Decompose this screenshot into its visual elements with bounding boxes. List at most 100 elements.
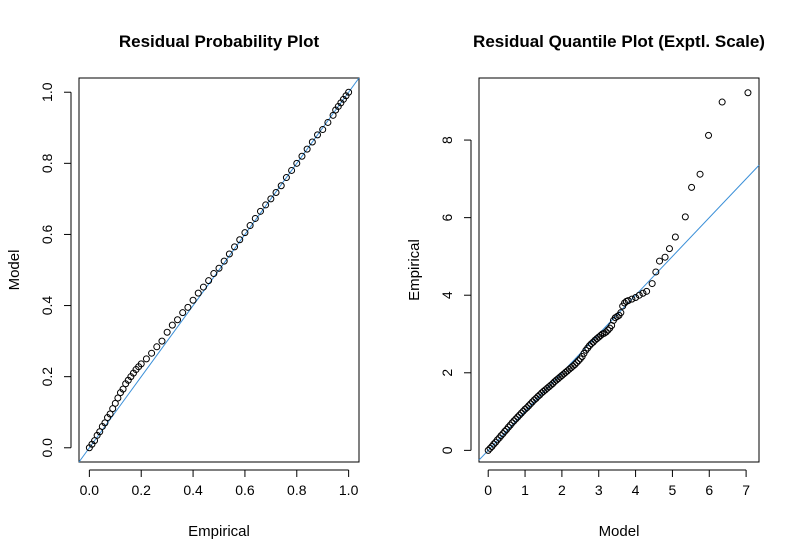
x-axis: 0 1 2 3 4 5 6 7: [484, 469, 750, 498]
x-tick-label: 6: [705, 482, 713, 498]
data-point: [661, 253, 669, 261]
data-point: [528, 398, 536, 406]
x-axis: 0.0 0.2 0.4 0.6 0.8 1.0: [80, 469, 359, 498]
x-tick-label: 7: [742, 482, 750, 498]
data-point: [534, 392, 542, 400]
y-axis-label: Model: [6, 250, 23, 291]
data-point: [241, 229, 249, 237]
y-tick-label: 6: [439, 214, 455, 222]
data-point: [530, 396, 538, 404]
data-point: [158, 337, 166, 345]
data-point: [589, 338, 597, 346]
x-tick-label: 0.6: [235, 482, 255, 498]
data-point: [199, 283, 207, 291]
data-point: [504, 423, 512, 431]
data-point: [681, 213, 689, 221]
data-point: [527, 400, 535, 408]
data-point: [604, 326, 612, 334]
data-point: [569, 362, 577, 370]
data-point: [251, 214, 259, 222]
data-point: [293, 159, 301, 167]
data-point: [215, 264, 223, 272]
data-point: [573, 359, 581, 367]
x-axis-label: Empirical: [188, 523, 250, 540]
data-point: [324, 118, 332, 126]
data-point: [486, 444, 494, 452]
data-point: [665, 245, 673, 253]
data-point: [137, 360, 145, 368]
data-point: [142, 355, 150, 363]
y-tick-label: 8: [439, 136, 455, 144]
quantile-plot-panel: Residual Quantile Plot (Exptl. Scale) 0 1…: [406, 32, 765, 540]
data-point: [628, 295, 636, 303]
data-point: [621, 299, 629, 307]
reference-line-layer: [78, 77, 360, 463]
x-tick-label: 1.0: [339, 482, 359, 498]
data-point: [501, 427, 509, 435]
data-point: [635, 291, 643, 299]
reference-line: [78, 77, 360, 463]
data-point: [267, 195, 275, 203]
data-point: [282, 174, 290, 182]
data-point: [277, 182, 285, 190]
x-tick-label: 0.0: [80, 482, 100, 498]
data-point: [148, 349, 156, 357]
data-point: [272, 188, 280, 196]
data-point: [525, 402, 533, 410]
y-axis: 0 2 4 6 8: [439, 136, 472, 454]
plot-frame: [478, 77, 760, 463]
data-point: [308, 138, 316, 146]
data-point: [519, 407, 527, 415]
x-tick-label: 0.8: [287, 482, 307, 498]
data-point: [547, 381, 555, 389]
x-tick-label: 4: [632, 482, 640, 498]
data-point: [514, 413, 522, 421]
data-point: [484, 446, 492, 454]
data-point: [611, 314, 619, 322]
data-point: [639, 289, 647, 297]
x-tick-label: 2: [558, 482, 566, 498]
data-point: [549, 380, 557, 388]
y-tick-label: 0.4: [39, 296, 55, 316]
data-point: [210, 270, 218, 278]
data-point: [246, 222, 254, 230]
data-point: [225, 250, 233, 258]
data-point: [303, 145, 311, 153]
data-point: [184, 303, 192, 311]
data-point: [652, 268, 660, 276]
data-point: [718, 98, 726, 106]
data-point: [314, 131, 322, 139]
y-tick-label: 0.0: [39, 438, 55, 458]
x-tick-label: 3: [595, 482, 603, 498]
probability-plot-panel: Residual Probability Plot 0.0 0.2 0.4 0.6 0.…: [6, 32, 360, 540]
data-point: [597, 332, 605, 340]
data-point: [696, 170, 704, 178]
y-tick-label: 2: [439, 369, 455, 377]
data-point: [536, 391, 544, 399]
y-axis-label: Empirical: [406, 239, 423, 301]
data-point: [493, 436, 501, 444]
data-point: [256, 207, 264, 215]
data-point: [632, 294, 640, 302]
data-point: [744, 89, 752, 97]
data-point: [587, 340, 595, 348]
x-axis-label: Model: [599, 523, 640, 540]
data-point: [153, 343, 161, 351]
data-point: [602, 328, 610, 336]
data-point: [288, 166, 296, 174]
data-point: [523, 404, 531, 412]
chart-title: Residual Quantile Plot (Exptl. Scale): [473, 32, 765, 51]
data-point: [613, 313, 621, 321]
data-point: [236, 236, 244, 244]
x-tick-label: 0.2: [131, 482, 151, 498]
data-point: [671, 233, 679, 241]
data-point: [508, 419, 516, 427]
data-point: [624, 297, 632, 305]
data-point: [574, 357, 582, 365]
y-axis: 0.0 0.2 0.4 0.6 0.8 1.0: [39, 82, 72, 458]
data-point: [517, 409, 525, 417]
data-point: [516, 411, 524, 419]
data-point: [617, 309, 625, 317]
x-tick-label: 0.4: [183, 482, 203, 498]
